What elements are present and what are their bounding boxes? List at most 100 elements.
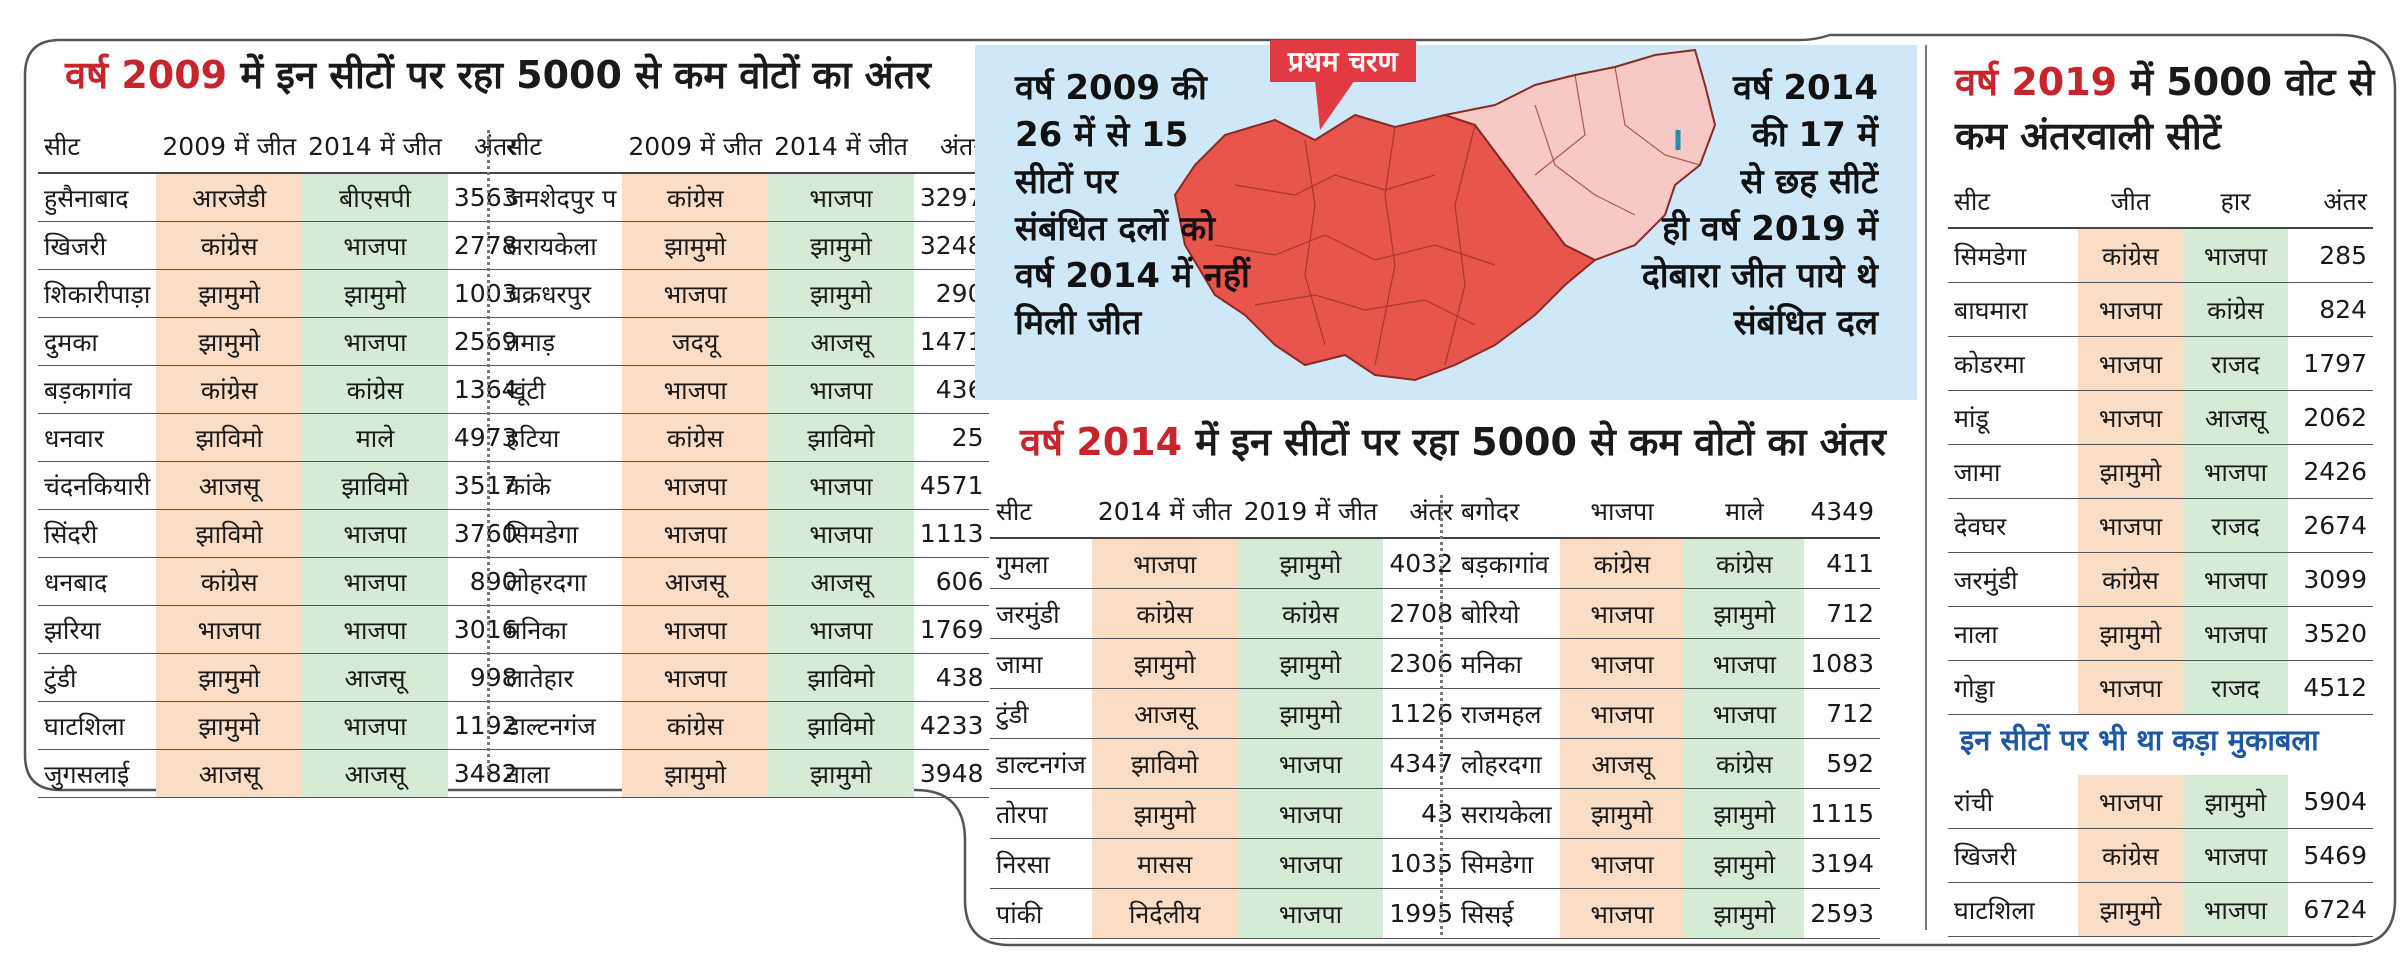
cell-party-b: झामुमो (2183, 775, 2288, 829)
cell-party-a: भाजपा (2078, 498, 2183, 553)
cell-seat: चक्रधरपुर (500, 269, 623, 318)
cell-party-b: झामुमो (302, 269, 448, 318)
cell-seat: गोड्डा (1948, 660, 2078, 715)
cell-margin: 1035 (1383, 838, 1459, 889)
cell-margin: 25 (913, 413, 990, 462)
cell-party-a: निर्दलीय (1091, 888, 1238, 939)
col-header-win-2009: 2009 में जीत (156, 120, 303, 174)
cell-margin: 2593 (1804, 888, 1880, 939)
cell-seat: लातेहार (500, 653, 623, 702)
cell-party-a: झामुमो (156, 317, 303, 366)
table-row: घाटशिला झामुमो भाजपा 6724 (1948, 882, 2373, 937)
table-row: सिमडेगा भाजपा भाजपा 1113 (500, 509, 990, 558)
col-header-seat: सीट (990, 485, 1092, 539)
cell-party-a: आजसू (156, 461, 303, 510)
table-row: जरमुंडी कांग्रेस भाजपा 3099 (1948, 552, 2373, 607)
cell-party-b: भाजपा (1684, 638, 1805, 689)
table-row: धनवार झाविमो माले 4973 (38, 413, 524, 462)
table-row: दुमका झामुमो भाजपा 2569 (38, 317, 524, 366)
cell-party-b: भाजपा (2183, 606, 2288, 661)
cell-seat: जामा (990, 638, 1092, 689)
cell-party-b: भाजपा (1684, 688, 1805, 739)
cell-margin: 4512 (2288, 660, 2373, 715)
table-row: जामा झामुमो भाजपा 2426 (1948, 444, 2373, 499)
table-row: जरमुंडी कांग्रेस कांग्रेस 2708 (990, 588, 1459, 639)
cell-party-a: जदयू (622, 317, 769, 366)
cell-margin: 5469 (2288, 828, 2373, 883)
cell-party-b: झाविमो (768, 413, 914, 462)
first-row-win-2019: माले (1684, 485, 1805, 539)
cell-seat: रांची (1948, 775, 2078, 829)
cell-party-b: भाजपा (302, 221, 448, 270)
cell-party-a: कांग्रेस (2078, 552, 2183, 607)
cell-party-a: झामुमो (156, 269, 303, 318)
cell-party-b: भाजपा (2183, 444, 2288, 499)
left-title-text: में इन सीटों पर रहा 5000 से कम वोटों का … (227, 53, 931, 97)
cell-margin: 411 (1804, 538, 1880, 589)
cell-party-a: भाजपा (1559, 838, 1685, 889)
col-header-win-2014: 2014 में जीत (768, 120, 914, 174)
col-header-loss: हार (2183, 175, 2288, 229)
cell-party-b: कांग्रेस (1684, 738, 1805, 789)
table-row: घाटशिला झामुमो भाजपा 1192 (38, 701, 524, 750)
left-table-b: सीट 2009 में जीत 2014 में जीत अंतर जमशेद… (500, 120, 990, 798)
left-title-year: वर्ष 2009 (65, 53, 228, 97)
cell-party-a: कांग्रेस (1091, 588, 1238, 639)
cell-seat: टुंडी (990, 688, 1092, 739)
cell-party-a: आजसू (622, 557, 769, 606)
cell-seat: बोरियो (1455, 588, 1560, 639)
cell-party-a: झामुमो (622, 221, 769, 270)
cell-party-a: भाजपा (622, 605, 769, 654)
left-table-a: सीट 2009 में जीत 2014 में जीत अंतर हुसैन… (38, 120, 524, 798)
cell-party-a: झामुमो (156, 653, 303, 702)
cell-margin: 3948 (913, 749, 990, 798)
table-row: हुसैनाबाद आरजेडी बीएसपी 3563 (38, 173, 524, 222)
cell-seat: मनिका (500, 605, 623, 654)
cell-party-b: झामुमो (768, 221, 914, 270)
cell-party-a: कांग्रेस (2078, 828, 2183, 883)
cell-party-b: भाजपा (302, 557, 448, 606)
table-row: लोहरदगा आजसू आजसू 606 (500, 557, 990, 606)
cell-party-b: कांग्रेस (302, 365, 448, 414)
table-row: खूंटी भाजपा भाजपा 436 (500, 365, 990, 414)
close-contest-subheading: इन सीटों पर भी था कड़ा मुकाबला (1960, 723, 2319, 757)
cell-margin: 1115 (1804, 788, 1880, 839)
cell-seat: बड़कागांव (1455, 538, 1560, 589)
cell-party-b: झामुमो (1237, 688, 1384, 739)
middle-table-a: सीट 2014 में जीत 2019 में जीत अंतर गुमला… (990, 485, 1459, 939)
cell-seat: सरायकेला (500, 221, 623, 270)
cell-seat: चंदनकियारी (38, 461, 157, 510)
cell-margin: 4571 (913, 461, 990, 510)
cell-party-a: भाजपा (2078, 336, 2183, 391)
right-title-year: वर्ष 2019 (1955, 60, 2118, 104)
table-row: देवघर भाजपा राजद 2674 (1948, 498, 2373, 553)
cell-seat: झरिया (38, 605, 157, 654)
table-row: मांडू भाजपा आजसू 2062 (1948, 390, 2373, 445)
cell-party-b: भाजपा (302, 317, 448, 366)
middle-title-text: में इन सीटों पर रहा 5000 से कम वोटों का … (1182, 420, 1886, 464)
col-header-win-2019: 2019 में जीत (1237, 485, 1384, 539)
cell-seat: धनवार (38, 413, 157, 462)
cell-party-b: भाजपा (302, 605, 448, 654)
right-title-text-2: कम अंतरवाली सीटें (1955, 114, 2221, 158)
table-row: तमाड़ जदयू आजसू 1471 (500, 317, 990, 366)
cell-margin: 2674 (2288, 498, 2373, 553)
cell-seat: बड़कागांव (38, 365, 157, 414)
table-row: लोहरदगा आजसू कांग्रेस 592 (1455, 738, 1880, 789)
cell-seat: दुमका (38, 317, 157, 366)
cell-party-b: राजद (2183, 336, 2288, 391)
cell-party-a: भाजपा (622, 269, 769, 318)
cell-party-a: कांग्रेस (156, 365, 303, 414)
cell-party-a: भाजपा (2078, 282, 2183, 337)
cell-margin: 3520 (2288, 606, 2373, 661)
cell-margin: 1083 (1804, 638, 1880, 689)
cell-seat: जरमुंडी (990, 588, 1092, 639)
cell-party-b: झाविमो (768, 701, 914, 750)
table-row: सिसई भाजपा झामुमो 2593 (1455, 888, 1880, 939)
cell-seat: कांके (500, 461, 623, 510)
table-row: कोडरमा भाजपा राजद 1797 (1948, 336, 2373, 391)
cell-party-b: भाजपा (302, 509, 448, 558)
table-row: टुंडी झामुमो आजसू 998 (38, 653, 524, 702)
cell-party-b: आजसू (768, 317, 914, 366)
cell-margin: 592 (1804, 738, 1880, 789)
